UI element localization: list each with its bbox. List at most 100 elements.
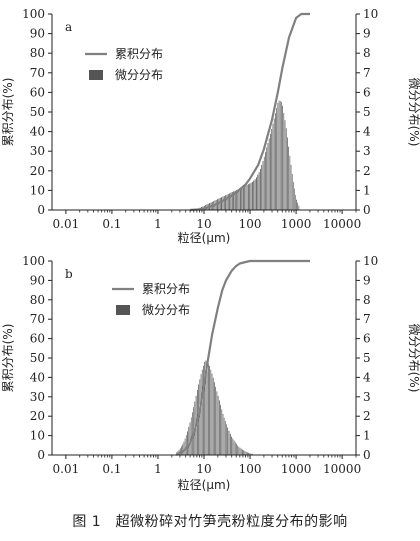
differential-bar (273, 118, 275, 210)
x-tick-label: 1000 (281, 462, 312, 476)
differential-bar (278, 100, 280, 210)
differential-bar (217, 395, 219, 455)
y-left-tick-label: 90 (30, 273, 45, 287)
differential-bar (298, 205, 300, 210)
differential-bar (219, 197, 221, 210)
legend-bar-swatch (116, 305, 130, 315)
differential-bar (214, 382, 215, 455)
y-right-tick-label: 1 (363, 183, 371, 197)
differential-bar (204, 361, 206, 455)
differential-bar (227, 193, 229, 210)
y-left-tick-label: 50 (30, 105, 45, 119)
x-tick-label: 0.01 (53, 217, 80, 231)
differential-bar (249, 183, 251, 210)
legend-bar-swatch (89, 70, 103, 80)
y-left-tick-label: 40 (30, 370, 45, 384)
x-tick-label: 1000 (281, 217, 312, 231)
differential-bar (257, 174, 259, 210)
differential-bar (266, 147, 268, 210)
differential-bar (251, 453, 253, 455)
differential-bar (237, 445, 238, 455)
y-right-tick-label: 6 (363, 332, 371, 346)
y-right-tick-label: 5 (363, 351, 371, 365)
y-right-tick-label: 1 (363, 429, 371, 443)
differential-bar (238, 446, 240, 455)
differential-bars (199, 100, 300, 210)
differential-bar (229, 193, 230, 210)
legend-label-differential: 微分分布 (115, 68, 163, 82)
differential-bar (185, 435, 187, 455)
differential-bar (244, 451, 246, 455)
x-tick-label: 0.1 (102, 217, 121, 231)
differential-bar (223, 417, 225, 455)
differential-bar (188, 426, 190, 455)
differential-bar (260, 168, 261, 210)
differential-bar (189, 422, 191, 455)
y-right-tick-label: 4 (363, 370, 371, 384)
differential-bar (253, 180, 255, 210)
differential-bar (296, 199, 297, 210)
y-right-tick-label: 3 (363, 390, 371, 404)
differential-bar (236, 443, 237, 455)
chart-panel-b: 0.01 0.1 1 10 100 1000 10000010203040506070809… (1, 254, 420, 492)
differential-bar (231, 192, 233, 210)
panel-label: a (65, 20, 72, 34)
legend-label-cumulative: 累积分布 (142, 282, 190, 296)
differential-bar (182, 444, 184, 455)
differential-bar (226, 194, 228, 210)
y-left-tick-label: 30 (30, 144, 45, 158)
y-right-tick-label: 10 (363, 7, 378, 21)
differential-bar (250, 453, 252, 455)
differential-bar (215, 386, 217, 455)
y-left-tick-label: 100 (22, 7, 45, 21)
x-axis-label: 粒径(μm) (178, 230, 231, 245)
differential-bar (224, 421, 226, 455)
y-axis-label-left: 累积分布(%) (1, 324, 15, 393)
differential-bar (294, 188, 295, 210)
y-axis-label-left: 累积分布(%) (1, 78, 15, 147)
x-tick-label: 100 (239, 462, 262, 476)
differential-bar (297, 202, 299, 210)
panel-label: b (65, 267, 73, 281)
x-tick-label: 10000 (323, 217, 361, 231)
differential-bar (247, 452, 248, 455)
differential-bar (221, 197, 222, 210)
differential-bar (247, 184, 249, 210)
differential-bar (200, 374, 202, 455)
y-left-tick-label: 30 (30, 390, 45, 404)
y-left-tick-label: 20 (30, 409, 45, 423)
differential-bar (238, 188, 240, 210)
cumulative-line (190, 12, 310, 212)
y-left-tick-label: 80 (30, 293, 45, 307)
y-left-tick-label: 0 (37, 448, 45, 462)
y-right-tick-label: 0 (363, 448, 371, 462)
y-left-tick-label: 70 (30, 312, 45, 326)
figure-caption: 图 1 超微粉碎对竹笋壳粉粒度分布的影响 (72, 514, 348, 530)
differential-bar (203, 365, 204, 455)
differential-bar (295, 194, 296, 210)
y-right-tick-label: 4 (363, 125, 371, 139)
y-right-tick-label: 9 (363, 273, 371, 287)
x-tick-label: 0.01 (53, 462, 80, 476)
differential-bar (230, 192, 232, 210)
differential-bar (192, 412, 193, 455)
y-right-tick-label: 3 (363, 144, 371, 158)
y-left-tick-label: 0 (37, 203, 45, 217)
differential-bar (208, 363, 209, 455)
differential-bar (222, 413, 224, 455)
differential-bar (258, 172, 260, 210)
y-right-tick-label: 8 (363, 46, 371, 60)
differential-bar (291, 174, 293, 210)
x-tick-label: 100 (239, 217, 262, 231)
differential-bar (245, 185, 247, 210)
differential-bar (242, 186, 244, 210)
differential-bar (281, 101, 282, 210)
legend-label-cumulative: 累积分布 (115, 47, 163, 61)
x-tick-label: 10000 (323, 462, 361, 476)
x-tick-label: 0.1 (102, 462, 121, 476)
differential-bar (212, 377, 214, 455)
y-left-tick-label: 80 (30, 46, 45, 60)
differential-bar (271, 128, 273, 210)
y-left-tick-label: 10 (30, 429, 45, 443)
differential-bar (218, 400, 220, 455)
